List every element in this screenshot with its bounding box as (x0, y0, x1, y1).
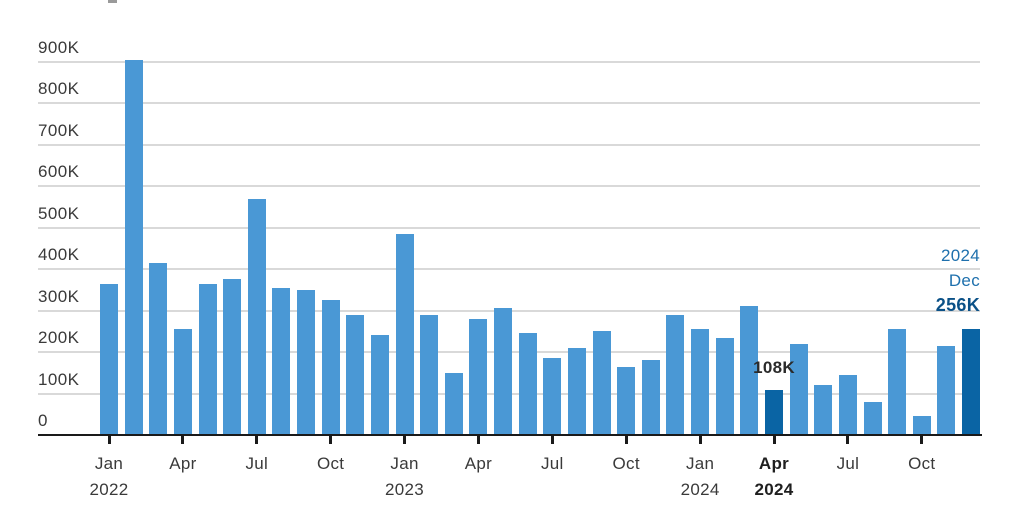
bar-jan-2023[interactable] (395, 233, 414, 435)
bar-oct-2024[interactable] (912, 416, 931, 435)
x-axis-label-year: 2023 (385, 480, 425, 499)
gridline-800K (38, 102, 980, 105)
bar-apr-2023[interactable] (469, 318, 488, 435)
callout-line-dec: Dec (948, 271, 980, 290)
x-axis-label-apr-2023: Apr (464, 454, 493, 473)
x-tick-oct-2023 (624, 436, 628, 444)
bar-may-2024[interactable] (789, 343, 808, 435)
x-axis-label-jan-2022: Jan 2022 (64, 451, 154, 503)
bar-jun-2024[interactable] (814, 385, 833, 435)
bar-jul-2023[interactable] (543, 358, 562, 435)
bar-nov-2023[interactable] (641, 360, 660, 435)
bar-may-2023[interactable] (494, 308, 513, 435)
bar-sep-2023[interactable] (592, 331, 611, 435)
bar-value-label-apr-2024: 108K (753, 358, 795, 377)
bar-dec-2024[interactable] (962, 328, 981, 435)
x-tick-apr-2022 (181, 436, 185, 444)
x-axis-label-oct-2022: Oct (316, 454, 345, 473)
x-tick-oct-2024 (920, 436, 924, 444)
bar-may-2022[interactable] (198, 283, 217, 435)
bar-apr-2024[interactable] (765, 390, 783, 435)
x-tick-jul-2022 (255, 436, 259, 444)
y-axis-label-300k: 300K (38, 286, 80, 306)
x-tick-jan-2022 (107, 436, 111, 444)
bar-jun-2022[interactable] (223, 279, 242, 435)
y-axis-label-400k: 400K (38, 245, 80, 265)
bar-feb-2024[interactable] (715, 337, 734, 435)
cropped-title-fragment (108, 0, 117, 3)
gridline-400K (38, 268, 980, 271)
y-axis-label-700k: 700K (38, 120, 80, 140)
callout-line-2024: 2024 (940, 246, 980, 265)
bar-dec-2022[interactable] (370, 335, 389, 435)
bar-apr-2022[interactable] (173, 329, 192, 435)
x-axis-label-jul-2023: Jul (541, 454, 564, 473)
x-axis-label-oct-2023: Oct (612, 454, 640, 473)
bar-oct-2022[interactable] (321, 300, 340, 435)
bar-aug-2024[interactable] (863, 401, 882, 435)
bar-jun-2023[interactable] (518, 333, 537, 435)
bar-aug-2022[interactable] (272, 287, 291, 435)
bar-sep-2024[interactable] (888, 329, 907, 435)
bar-jul-2022[interactable] (247, 198, 266, 435)
y-axis-label-600k: 600K (38, 162, 80, 182)
x-tick-jul-2023 (550, 436, 554, 444)
x-axis-label-jul-2024: Jul (836, 454, 860, 473)
x-axis-label-jul-2022: Jul (245, 454, 269, 473)
y-axis-label-100k: 100K (38, 369, 80, 389)
bar-jan-2022[interactable] (100, 283, 118, 435)
x-axis-label-apr-2024: Apr 2024 (729, 451, 819, 503)
gridline-500K (38, 226, 980, 229)
y-axis-label-0: 0 (38, 411, 48, 430)
bar-aug-2023[interactable] (567, 347, 586, 435)
x-axis-label-jan-2023: Jan 2023 (360, 451, 450, 503)
callout-dec-2024: 2024 Dec 256K (936, 243, 980, 318)
bar-jul-2024[interactable] (838, 374, 857, 435)
gridline-600K (38, 185, 980, 188)
bar-dec-2023[interactable] (666, 314, 685, 435)
x-tick-oct-2022 (329, 436, 333, 444)
bar-mar-2022[interactable] (149, 262, 168, 435)
x-tick-jan-2024 (698, 436, 702, 444)
bar-nov-2022[interactable] (346, 314, 365, 435)
y-axis-label-200k: 200K (38, 328, 80, 348)
gridline-700K (38, 143, 980, 146)
x-axis-label-apr-2022: Apr (169, 454, 197, 473)
x-axis-label-year: 2024 (754, 480, 794, 499)
callout-line-256k: 256K (935, 295, 980, 315)
bar-feb-2023[interactable] (420, 314, 439, 435)
gridline-900K (38, 60, 980, 63)
bar-oct-2023[interactable] (617, 366, 636, 435)
bar-mar-2024[interactable] (740, 306, 759, 435)
bar-feb-2022[interactable] (124, 59, 143, 435)
y-axis-label-800k: 800K (38, 79, 80, 99)
x-tick-jul-2024 (846, 436, 850, 444)
x-tick-apr-2023 (476, 436, 480, 444)
bar-sep-2022[interactable] (297, 289, 316, 435)
x-axis-label-jan-2024: Jan 2024 (655, 451, 745, 503)
x-tick-jan-2023 (403, 436, 407, 444)
bar-jan-2024[interactable] (691, 329, 710, 435)
y-axis-label-500k: 500K (38, 203, 80, 223)
y-axis-label-900k: 900K (38, 37, 80, 57)
bar-mar-2023[interactable] (444, 372, 463, 435)
x-tick-apr-2024 (772, 436, 776, 444)
x-axis-label-year: 2022 (89, 480, 129, 499)
x-axis-line (38, 434, 982, 436)
x-axis-label-year: 2024 (680, 480, 720, 499)
bar-nov-2024[interactable] (937, 345, 956, 435)
x-axis-label-oct-2024: Oct (908, 454, 936, 473)
